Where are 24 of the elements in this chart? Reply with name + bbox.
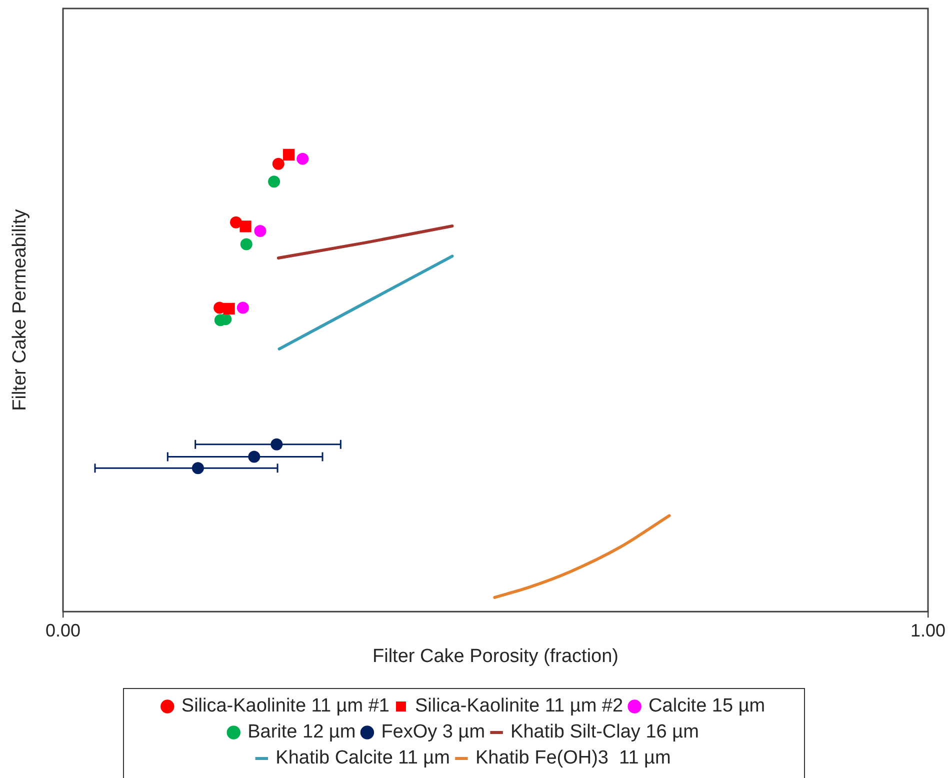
legend-label: Calcite 15 µm (648, 696, 766, 717)
legend-label: Barite 12 µm (248, 722, 356, 743)
point (248, 450, 260, 463)
x-axis-title: Filter Cake Porosity (fraction) (372, 646, 619, 667)
legend-label: Khatib Calcite 11 µm (276, 748, 450, 769)
point (192, 462, 204, 474)
point (270, 438, 283, 450)
point (296, 152, 309, 165)
x-tick-label: 1.00 (910, 620, 946, 640)
point (240, 220, 252, 232)
y-axis-title: Filter Cake Permeability (10, 208, 31, 411)
legend-label: Silica-Kaolinite 11 µm #2 (414, 696, 624, 717)
x-tick-label: 0.00 (45, 620, 81, 640)
point (240, 238, 252, 250)
point (230, 216, 242, 228)
point (268, 176, 280, 188)
point (254, 225, 266, 238)
point (236, 302, 249, 314)
legend-label: FexOy 3 µm (381, 722, 486, 743)
point (282, 148, 295, 161)
legend-label: Khatib Fe(OH)3 11 µm (475, 748, 671, 769)
point (272, 158, 284, 170)
legend-label: Silica-Kaolinite 11 µm #1 (181, 696, 390, 717)
legend-label: Khatib Silt-Clay 16 µm (510, 722, 699, 743)
